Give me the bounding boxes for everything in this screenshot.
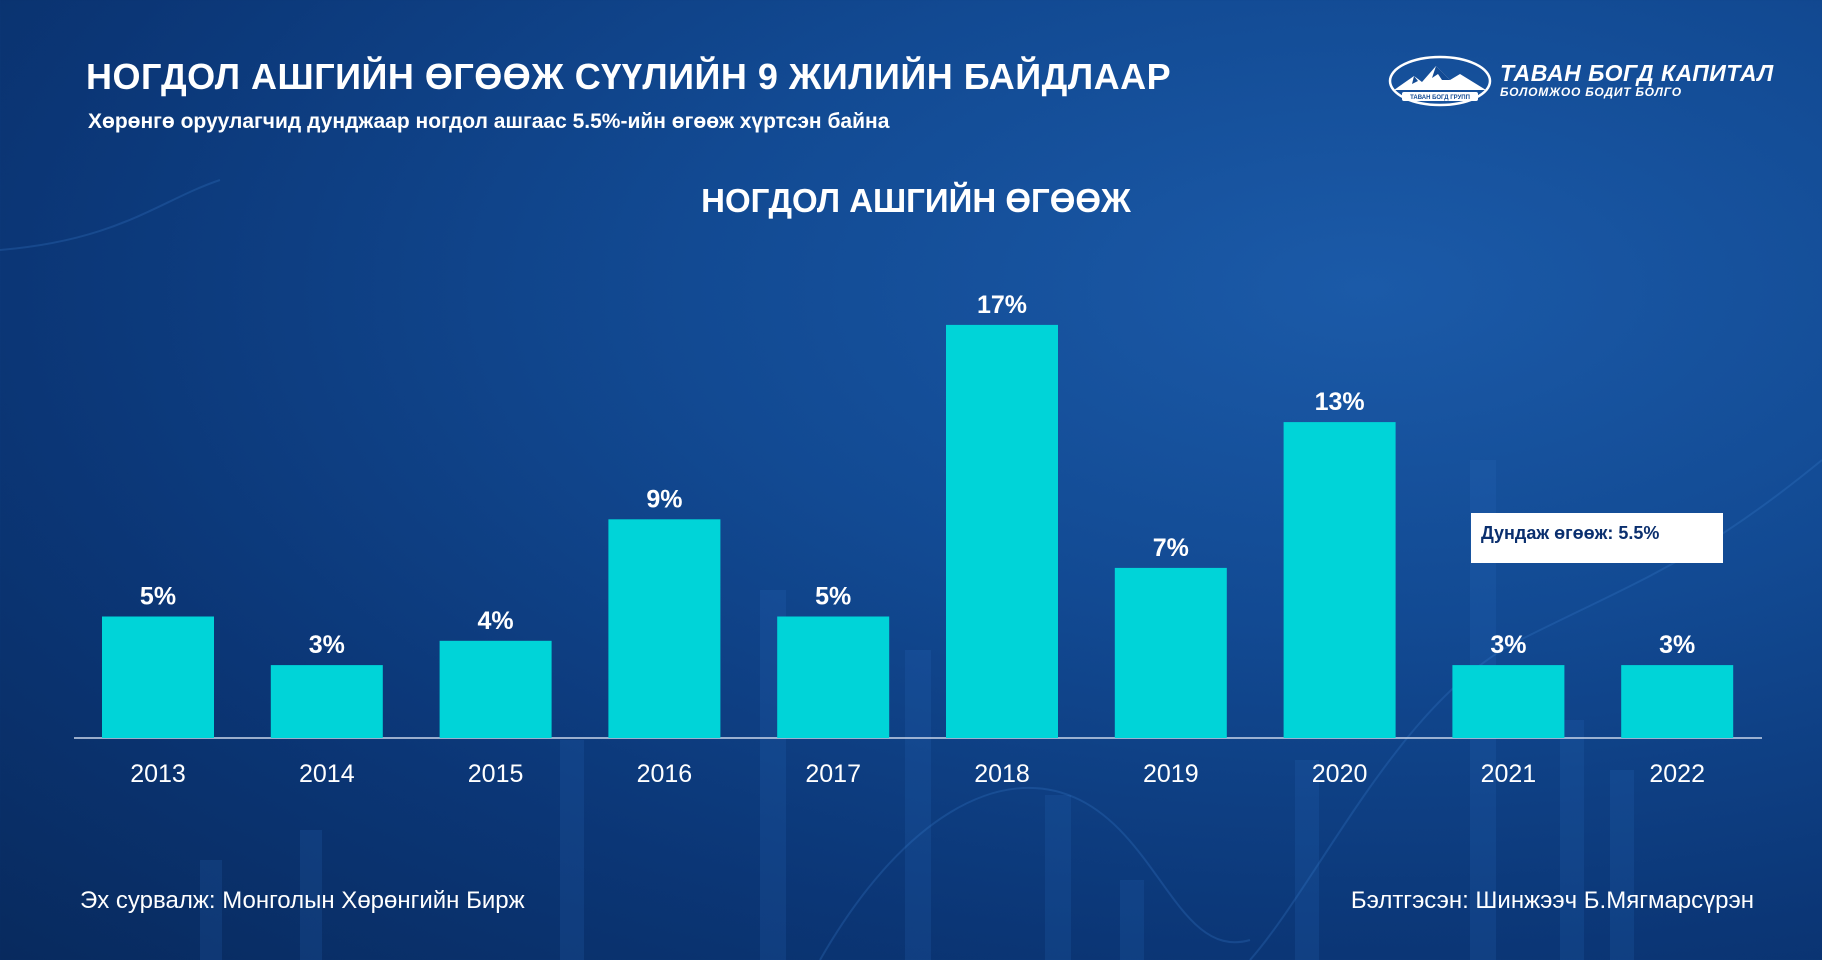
data-label-2016: 9%: [646, 485, 682, 513]
bar-2022: [1621, 665, 1734, 738]
bar-2017: [777, 616, 890, 738]
x-tick-label-2021: 2021: [1481, 760, 1537, 788]
author-note: Бэлтгэсэн: Шинжээч Б.Мягмарсүрэн: [1350, 887, 1754, 914]
average-annotation: Дундаж өгөөж: 5.5%: [1471, 513, 1723, 563]
bar-2014: [270, 665, 383, 738]
data-label-2013: 5%: [140, 583, 176, 611]
bar-2020: [1283, 422, 1396, 738]
x-tick-label-2020: 2020: [1312, 760, 1368, 788]
company-logo: ТАВАН БОГД ГРУПП ТАВАН БОГД КАПИТАЛ БОЛО…: [1388, 54, 1773, 108]
logo-tagline: БОЛОМЖОО БОДИТ БОЛГО: [1500, 85, 1682, 99]
data-label-2022: 3%: [1659, 631, 1695, 659]
x-tick-label-2017: 2017: [805, 760, 861, 788]
x-tick-label-2018: 2018: [974, 760, 1030, 788]
logo-badge-text: ТАВАН БОГД ГРУПП: [1410, 95, 1470, 101]
bar-2013: [102, 616, 214, 738]
x-tick-label-2019: 2019: [1143, 760, 1199, 788]
x-tick-label-2013: 2013: [130, 760, 186, 788]
bar-2016: [608, 519, 721, 738]
x-tick-label-2016: 2016: [637, 760, 693, 788]
data-label-2018: 17%: [977, 291, 1027, 319]
page-title: НОГДОЛ АШГИЙН ӨГӨӨЖ СҮҮЛИЙН 9 ЖИЛИЙН БАЙ…: [86, 56, 1172, 97]
data-label-2017: 5%: [815, 583, 851, 611]
data-label-2014: 3%: [309, 631, 345, 659]
bar-2019: [1114, 567, 1227, 738]
bar-2021: [1452, 665, 1565, 738]
data-label-2021: 3%: [1490, 631, 1526, 659]
chart-title: НОГДОЛ АШГИЙН ӨГӨӨЖ: [701, 182, 1131, 219]
source-note: Эх сурвалж: Монголын Хөрөнгийн Бирж: [80, 887, 525, 914]
data-label-2015: 4%: [478, 607, 514, 635]
data-label-2019: 7%: [1153, 534, 1189, 562]
logo-name: ТАВАН БОГД КАПИТАЛ: [1500, 60, 1774, 86]
x-tick-label-2015: 2015: [468, 760, 524, 788]
mountain-logo-icon: ТАВАН БОГД ГРУПП: [1388, 55, 1492, 107]
bar-2018: [946, 324, 1058, 738]
page-subtitle: Хөрөнгө оруулагчид дунджаар ногдол ашгаа…: [88, 110, 890, 133]
bar-2015: [439, 640, 552, 738]
x-tick-label-2022: 2022: [1649, 760, 1705, 788]
data-label-2020: 13%: [1315, 388, 1365, 416]
x-tick-label-2014: 2014: [299, 760, 355, 788]
